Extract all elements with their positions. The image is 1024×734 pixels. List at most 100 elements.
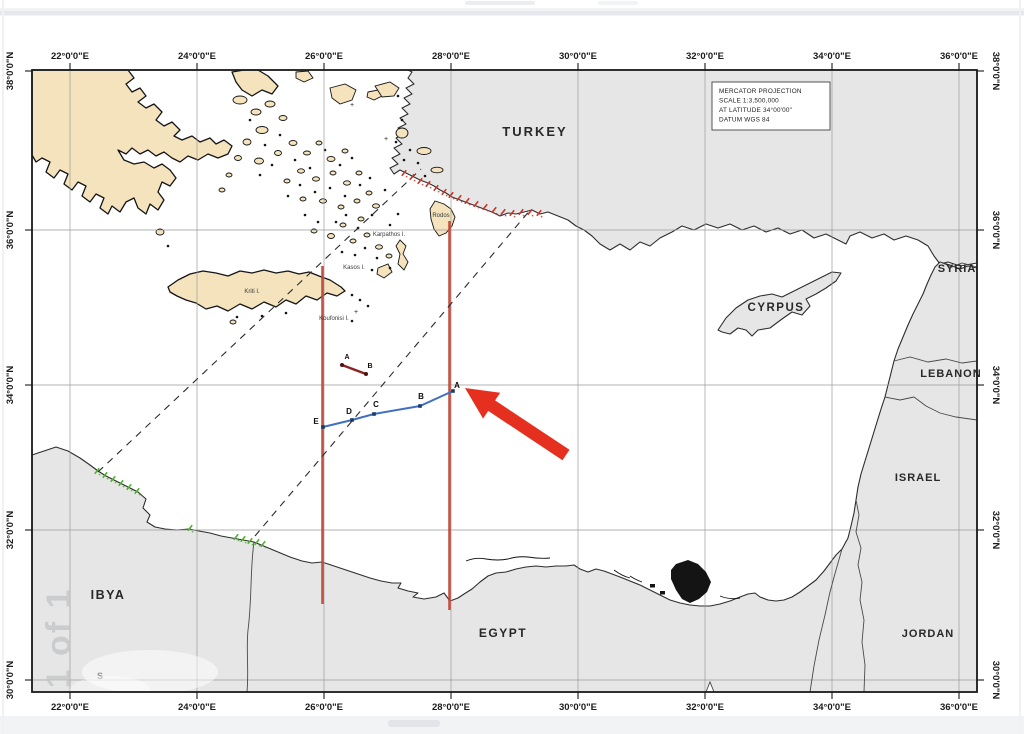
island-label: Karpathos I. [373,232,406,238]
islet-speck [235,315,239,319]
red-arrow-annotation [465,388,570,461]
axis-label-left: 38°0'0"N [5,52,16,91]
islet-speck [363,246,367,250]
small-island [274,150,282,156]
axis-label-right: 32°0'0"N [990,511,1001,550]
green-coastal-mark [134,487,140,495]
crete-island [167,269,346,312]
route-point [418,404,422,408]
green-coastal-mark [254,538,260,546]
small-island [385,253,393,259]
axis-label-left: 36°0'0"N [5,211,16,250]
small-island [232,95,248,105]
red-coastal-mark [518,208,524,216]
dashed-claim-line [254,208,532,537]
lesbos-east-island [374,81,400,98]
small-island [353,198,361,204]
red-mark-label-dot [486,209,489,212]
axis-label-bottom: 32°0'0"E [686,702,724,713]
axis-label-bottom: 36°0'0"E [940,702,978,713]
israel-jordan-border [855,499,866,693]
axis-label-top: 24°0'0"E [178,51,216,62]
country-label-egypt: EGYPT [479,626,527,640]
axis-label-right: 34°0'0"N [990,366,1001,405]
green-mark-label-dot [122,485,125,488]
country-label-ibya: IBYA [91,588,126,602]
axis-label-top: 26°0'0"E [305,51,343,62]
axis-label-bottom: 26°0'0"E [305,702,343,713]
red-coastal-mark [425,180,431,188]
small-island [319,198,327,204]
small-island [310,228,318,234]
islet-speck [423,174,427,178]
axis-label-top: 28°0'0"E [432,51,470,62]
coastal-point-marks [94,169,543,549]
islet-speck [368,176,372,180]
dark_red-route-line [340,363,368,376]
green-coastal-mark [118,479,124,487]
islet-speck [394,140,398,144]
samos-island [416,147,432,155]
axis-label-left: 32°0'0"N [5,511,16,550]
red-mark-label-dot [437,190,440,193]
route-point [350,418,354,422]
green-coastal-mark [94,467,100,475]
route-point [372,412,376,416]
islet-speck [383,188,387,192]
red-meridian-lines [321,221,451,610]
axis-label-right: 36°0'0"N [990,211,1001,250]
island-label: Rodos [432,213,449,219]
red-mark-label-dot [445,194,448,197]
chios-island [395,127,409,139]
red-coastal-mark [417,177,423,185]
gavdos-island [229,319,237,325]
small-island [339,222,347,228]
small-island [234,155,242,161]
axis-label-bottom: 22°0'0"E [51,702,89,713]
scale-line: SCALE 1:3,500,000 [719,98,779,105]
faint-top-smudge [465,1,535,5]
red-mark-label-dot [513,215,516,218]
islet-speck [343,194,347,198]
page-indicator-watermark: 1 of 1 [40,588,78,689]
islet-speck [353,253,357,257]
small-island [297,168,305,174]
islet-speck [260,314,264,318]
small-island [341,148,349,154]
islet-speck [408,148,412,152]
map-frame [31,69,978,693]
islet-speck [340,250,344,254]
axis-label-top: 34°0'0"E [813,51,851,62]
country-label-israel: ISRAEL [895,472,941,484]
island-label: Koufonisi I. [319,316,349,322]
latitude-line: AT LATITUDE 34°00'00" [719,106,792,114]
islet-speck [388,266,392,270]
small-island [299,196,307,202]
red-mark-label-dot [540,215,543,218]
red-mark-label-dot [468,203,471,206]
axis-label-top: 32°0'0"E [686,51,724,62]
axis-label-top: 36°0'0"E [940,51,978,62]
dashed-boundary-lines [97,168,532,537]
green-mark-label-dot [130,489,133,492]
depth-cross-marks: + + + [350,102,388,316]
islet-speck [316,220,320,224]
islet-speck [370,213,374,217]
page-left-edge [2,0,4,734]
red-mark-label-dot [495,212,498,215]
green-mark-label-dot [258,544,261,547]
small-island [337,204,345,210]
islet-speck [263,143,267,147]
red-coastal-mark [509,209,515,217]
red-mark-label-dot [413,179,416,182]
islet-speck [370,268,374,272]
islet-speck [375,256,379,260]
red-coastal-mark [464,197,470,205]
islet-speck [334,220,338,224]
projection-info-box: MERCATOR PROJECTION SCALE 1:3,500,000 AT… [711,81,831,131]
green-coastal-mark [102,471,108,479]
green-coastal-mark [110,475,116,483]
delimitation-routes: E D C B A A B [313,354,460,429]
